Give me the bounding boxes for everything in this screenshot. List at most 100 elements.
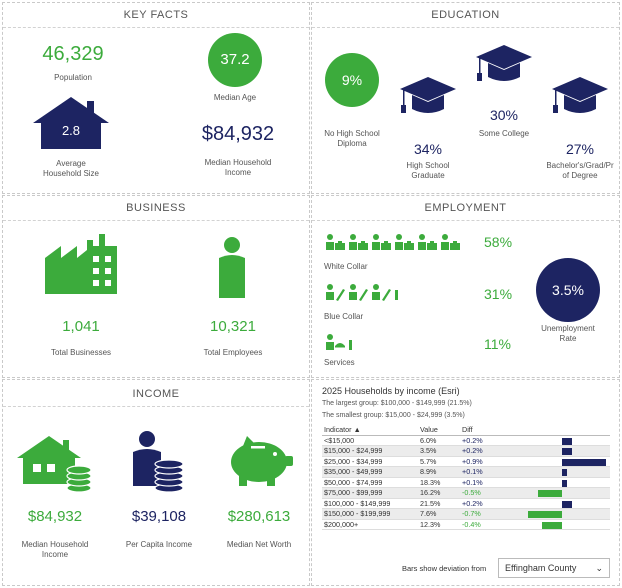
median-hh-income-label: Median Household Income: [21, 540, 89, 559]
white-collar-value: 58%: [484, 234, 513, 250]
deviation-bar: [527, 511, 562, 518]
deviation-select-value: Effingham County: [505, 563, 577, 573]
bachelor-label: Bachelor's/Grad/Pr of Degree: [546, 161, 614, 180]
table-cell-diff: -0.7%: [460, 508, 516, 520]
total-businesses-label: Total Businesses: [50, 348, 112, 357]
unemployment-value: 3.5%: [552, 282, 584, 298]
household-size-label: Average Household Size: [42, 159, 100, 178]
table-cell-indicator: $25,000 - $34,999: [322, 456, 418, 467]
blue-collar-value: 31%: [484, 286, 513, 302]
table-cell-indicator: $35,000 - $49,999: [322, 466, 418, 478]
graduation-cap-icon: [474, 43, 534, 93]
house-money-icon: [17, 434, 97, 494]
college-label: Some College: [478, 129, 530, 138]
total-businesses-value: 1,041: [62, 318, 100, 335]
table-cell-diff: -0.5%: [460, 487, 516, 499]
deviation-bar: [562, 437, 572, 445]
per-capita-income-value: $39,108: [131, 508, 187, 525]
deviation-bar: [537, 490, 562, 497]
table-cell-value: 16.2%: [418, 487, 460, 499]
graduation-cap-icon: [398, 75, 458, 125]
services-value: 11%: [484, 336, 511, 352]
median-income-label: Median Household Income: [204, 158, 272, 177]
deviation-bar: [562, 458, 606, 466]
deviation-bar: [542, 521, 562, 529]
households-title: 2025 Households by income (Esri): [322, 386, 460, 396]
table-row: $50,000 - $74,999 18.3% +0.1%: [322, 477, 610, 488]
table-cell-value: 8.9%: [418, 466, 460, 478]
table-cell-value: 3.5%: [418, 445, 460, 457]
per-capita-income-label: Per Capita Income: [125, 540, 193, 549]
education-panel: EDUCATION 9% No High School Diploma 34% …: [311, 2, 620, 194]
chevron-down-icon: ⌄: [595, 563, 603, 573]
table-cell-diff: +0.2%: [460, 435, 516, 446]
table-cell-diff: +0.1%: [460, 466, 516, 478]
deviation-bar: [562, 500, 572, 508]
total-employees-value: 10,321: [210, 318, 256, 335]
table-cell-indicator: <$15,000: [322, 435, 418, 446]
blue-collar-icons: [326, 284, 416, 302]
no-hs-value: 9%: [341, 72, 363, 88]
business-title: BUSINESS: [126, 202, 186, 214]
table-row: $35,000 - $49,999 8.9% +0.1%: [322, 466, 610, 478]
unemployment-circle: 3.5%: [536, 258, 600, 322]
table-cell-value: 21.5%: [418, 498, 460, 509]
employment-title: EMPLOYMENT: [424, 202, 507, 214]
table-cell-diff: +0.9%: [460, 456, 516, 467]
employment-panel: EMPLOYMENT 58% White Collar 31%: [311, 195, 620, 378]
column-header-diff[interactable]: Diff: [460, 424, 516, 436]
deviation-bar: [562, 469, 567, 476]
deviation-bar: [562, 479, 567, 487]
table-cell-diff: +0.2%: [460, 445, 516, 457]
table-cell-value: 6.0%: [418, 435, 460, 446]
households-table: Indicator ▲ Value Diff <$15,000 6.0% +0.2%…: [322, 424, 610, 530]
population-value: 46,329: [42, 43, 104, 65]
median-hh-income-value: $84,932: [27, 508, 83, 525]
hs-label: High School Graduate: [406, 161, 450, 180]
table-row: $100,000 - $149,999 21.5% +0.2%: [322, 498, 610, 509]
factory-icon: [43, 232, 119, 296]
population-label: Population: [54, 73, 92, 82]
table-cell-diff: +0.1%: [460, 477, 516, 488]
table-cell-value: 12.3%: [418, 519, 460, 530]
hs-value: 34%: [413, 141, 443, 157]
table-cell-indicator: $75,000 - $99,999: [322, 487, 418, 499]
total-employees-label: Total Employees: [203, 348, 263, 357]
no-hs-circle: 9%: [325, 53, 379, 107]
deviation-label: Bars show deviation from: [402, 564, 487, 573]
key-facts-title: KEY FACTS: [123, 9, 189, 21]
table-row: $15,000 - $24,999 3.5% +0.2%: [322, 445, 610, 457]
white-collar-icons: [326, 234, 462, 252]
table-cell-indicator: $100,000 - $149,999: [322, 498, 418, 509]
services-icons: [326, 334, 366, 352]
column-header-indicator[interactable]: Indicator ▲: [322, 424, 418, 436]
column-header-value[interactable]: Value: [418, 424, 460, 436]
households-smallest: The smallest group: $15,000 - $24,999 (3…: [322, 412, 465, 419]
table-row: $150,000 - $199,999 7.6% -0.7%: [322, 508, 610, 520]
households-largest: The largest group: $100,000 - $149,999 (…: [322, 400, 472, 407]
key-facts-panel: KEY FACTS 46,329 Population 37.2 Median …: [2, 2, 310, 194]
deviation-bar: [562, 448, 572, 455]
graduation-cap-icon: [550, 75, 610, 125]
median-income-value: $84,932: [201, 123, 275, 145]
table-row: $75,000 - $99,999 16.2% -0.5%: [322, 487, 610, 499]
table-cell-indicator: $150,000 - $199,999: [322, 508, 418, 520]
table-cell-value: 5.7%: [418, 456, 460, 467]
household-size-value: 2.8: [61, 123, 81, 138]
table-cell-diff: +0.2%: [460, 498, 516, 509]
median-age-circle: 37.2: [208, 33, 262, 87]
income-panel: INCOME $84,932 Median Household Income: [2, 379, 310, 586]
median-age-value: 37.2: [220, 51, 250, 68]
table-cell-indicator: $50,000 - $74,999: [322, 477, 418, 488]
deviation-select[interactable]: Effingham County ⌄: [498, 558, 610, 578]
table-row: $200,000+ 12.3% -0.4%: [322, 519, 610, 530]
unemployment-label: Unemployment Rate: [541, 324, 595, 343]
net-worth-label: Median Net Worth: [226, 540, 292, 549]
no-hs-label: No High School Diploma: [324, 129, 380, 148]
table-row: <$15,000 6.0% +0.2%: [322, 435, 610, 446]
white-collar-label: White Collar: [324, 262, 368, 271]
person-coins-icon: [131, 430, 187, 494]
table-cell-value: 18.3%: [418, 477, 460, 488]
table-cell-indicator: $200,000+: [322, 519, 418, 530]
households-panel: 2025 Households by income (Esri) The lar…: [311, 379, 620, 586]
